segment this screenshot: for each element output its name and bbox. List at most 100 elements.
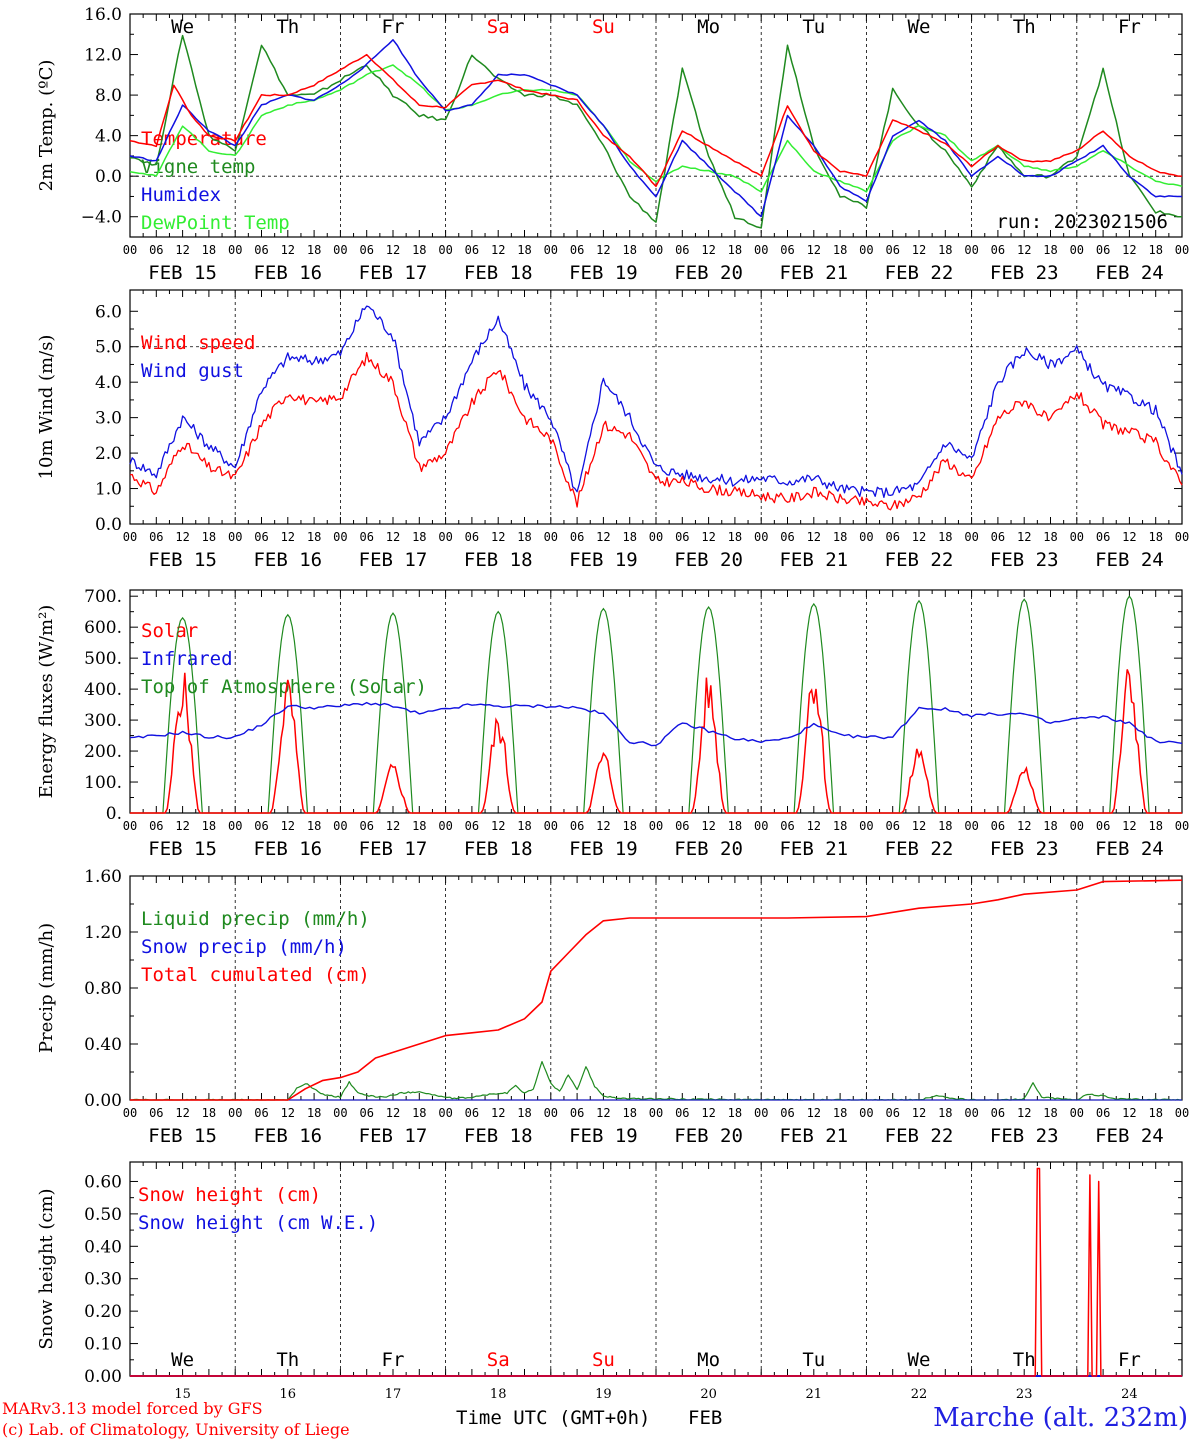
- hour-tick-label: 12: [386, 243, 400, 257]
- hour-tick-label: 06: [885, 1106, 899, 1120]
- day-number-label: 20: [700, 1387, 717, 1402]
- weekday-label: Mo: [697, 1349, 720, 1371]
- date-label: FEB 24: [1095, 1125, 1164, 1147]
- hour-tick-label: 18: [412, 243, 426, 257]
- hour-tick-label: 00: [754, 530, 768, 544]
- hour-tick-label: 12: [701, 243, 715, 257]
- y-tick-label: 3.0: [95, 409, 122, 429]
- y-tick-label: 12.0: [84, 46, 122, 66]
- hour-tick-label: 06: [359, 1106, 373, 1120]
- hour-tick-label: 00: [1070, 243, 1084, 257]
- y-axis-label: Snow height (cm): [36, 1188, 57, 1349]
- y-axis-label: Precip (mm/h): [36, 923, 57, 1053]
- day-number-label: 22: [911, 1387, 928, 1402]
- weekday-label: We: [908, 16, 931, 38]
- weekday-label: Th: [1013, 16, 1036, 38]
- hour-tick-label: 18: [728, 243, 742, 257]
- hour-tick-label: 12: [281, 243, 295, 257]
- hour-tick-label: 00: [1070, 819, 1084, 833]
- weekday-label: Su: [592, 16, 615, 38]
- hour-tick-label: 06: [675, 819, 689, 833]
- hour-tick-label: 12: [386, 819, 400, 833]
- hour-tick-label: 18: [622, 530, 636, 544]
- hour-tick-label: 12: [1017, 243, 1031, 257]
- legend-entry: Humidex: [141, 184, 221, 206]
- series-line-vigne: [129, 34, 1182, 229]
- hour-tick-label: 12: [807, 243, 821, 257]
- hour-tick-label: 12: [281, 819, 295, 833]
- weekday-label: Th: [276, 1349, 299, 1371]
- date-label: FEB 15: [148, 549, 217, 571]
- site-label: Marche (alt. 232m): [933, 1403, 1188, 1433]
- y-tick-label: 0.00: [84, 1367, 122, 1387]
- hour-tick-label: 00: [438, 819, 452, 833]
- day-number-label: 23: [1016, 1387, 1033, 1402]
- y-tick-label: 600.: [84, 618, 122, 638]
- day-number-label: 24: [1121, 1387, 1138, 1402]
- hour-tick-label: 12: [175, 1106, 189, 1120]
- y-tick-label: 16.0: [84, 5, 122, 25]
- hour-tick-label: 00: [123, 243, 137, 257]
- day-number-label: 21: [806, 1387, 823, 1402]
- y-tick-label: 0.00: [84, 1091, 122, 1111]
- hour-tick-label: 06: [885, 243, 899, 257]
- weekday-label: Tu: [802, 16, 825, 38]
- date-label: FEB 21: [779, 549, 848, 571]
- y-tick-label: 5.0: [95, 338, 122, 358]
- y-tick-label: 0.40: [84, 1035, 122, 1055]
- hour-tick-label: 12: [491, 819, 505, 833]
- hour-tick-label: 06: [991, 243, 1005, 257]
- date-label: FEB 23: [990, 838, 1059, 860]
- date-label: FEB 24: [1095, 262, 1164, 284]
- hour-tick-label: 00: [1175, 243, 1189, 257]
- hour-tick-label: 18: [517, 1106, 531, 1120]
- y-axis-label: Energy fluxes (W/m²): [36, 605, 57, 799]
- y-tick-label: 0.: [106, 804, 122, 824]
- date-label: FEB 18: [464, 262, 533, 284]
- hour-tick-label: 18: [412, 530, 426, 544]
- hour-tick-label: 00: [649, 243, 663, 257]
- day-number-label: 17: [385, 1387, 402, 1402]
- legend-entry: Total cumulated (cm): [141, 964, 370, 986]
- hour-tick-label: 00: [649, 1106, 663, 1120]
- hour-tick-label: 12: [596, 819, 610, 833]
- hour-tick-label: 00: [649, 819, 663, 833]
- hour-tick-label: 18: [622, 1106, 636, 1120]
- date-label: FEB 19: [569, 1125, 638, 1147]
- hour-tick-label: 06: [885, 530, 899, 544]
- hour-tick-label: 18: [622, 243, 636, 257]
- hour-tick-label: 00: [964, 819, 978, 833]
- hour-tick-label: 18: [1148, 530, 1162, 544]
- hour-tick-label: 00: [228, 819, 242, 833]
- date-label: FEB 20: [674, 549, 743, 571]
- series-line-liquid: [130, 1061, 1182, 1101]
- date-label: FEB 16: [253, 1125, 322, 1147]
- weekday-label: Th: [1013, 1349, 1036, 1371]
- series-line-temperature: [129, 53, 1183, 188]
- hour-tick-label: 18: [833, 243, 847, 257]
- hour-tick-label: 00: [123, 819, 137, 833]
- weekday-label: Su: [592, 1349, 615, 1371]
- hour-tick-label: 00: [649, 530, 663, 544]
- series-line-snow-height: [130, 1167, 1182, 1377]
- legend-entry: Snow height (cm): [138, 1184, 321, 1206]
- credit-line-1: MARv3.13 model forced by GFS: [2, 1399, 263, 1418]
- hour-tick-label: 12: [912, 243, 926, 257]
- hour-tick-label: 06: [254, 530, 268, 544]
- weekday-label: Fr: [1118, 16, 1141, 38]
- y-tick-label: 100.: [84, 773, 122, 793]
- x-axis-title: Time UTC (GMT+0h): [456, 1407, 650, 1429]
- hour-tick-label: 06: [149, 530, 163, 544]
- hour-tick-label: 18: [728, 530, 742, 544]
- hour-tick-label: 06: [149, 243, 163, 257]
- hour-tick-label: 06: [991, 530, 1005, 544]
- hour-tick-label: 18: [517, 819, 531, 833]
- hour-tick-label: 12: [175, 530, 189, 544]
- hour-tick-label: 18: [202, 243, 216, 257]
- hour-tick-label: 06: [780, 530, 794, 544]
- y-axis-label: 2m Temp. (ºC): [36, 60, 57, 192]
- legend-entry: Vigne temp: [141, 156, 255, 178]
- date-label: FEB 22: [885, 549, 954, 571]
- series-line-cumulated: [130, 879, 1183, 1101]
- weekday-label: Fr: [382, 16, 405, 38]
